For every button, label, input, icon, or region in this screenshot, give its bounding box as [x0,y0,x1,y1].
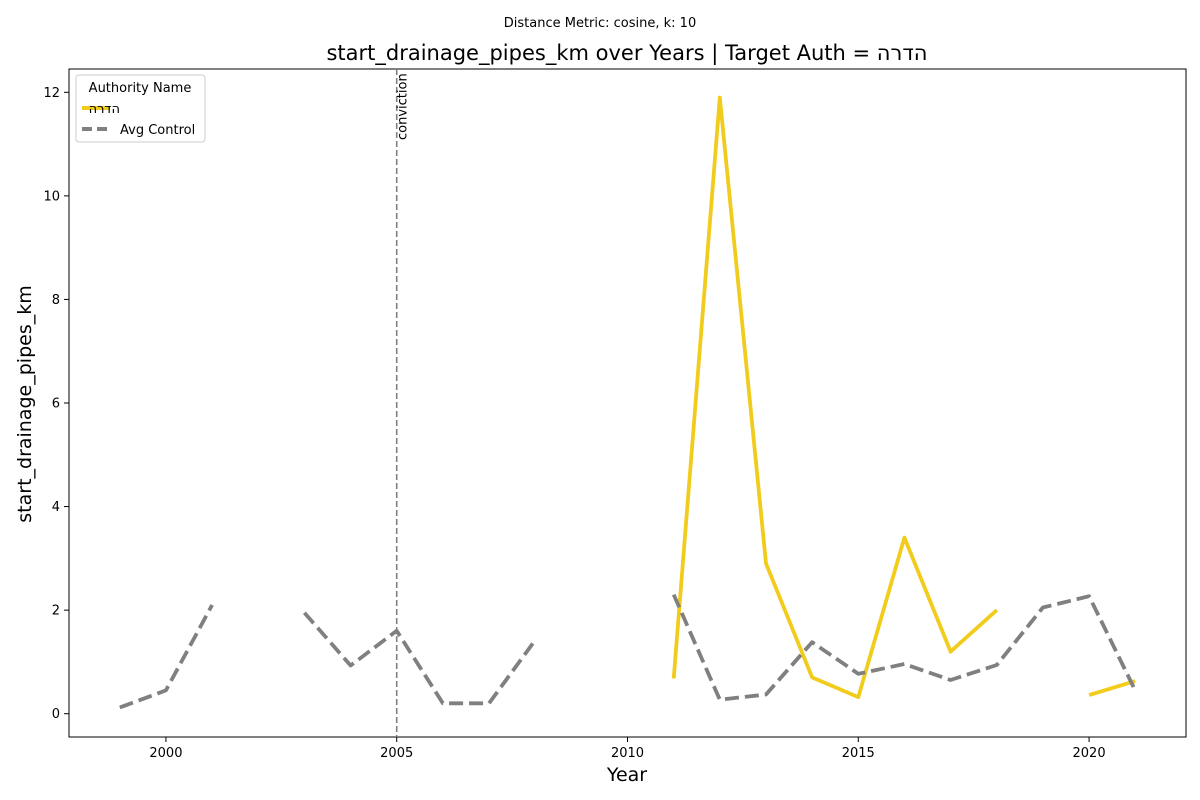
x-tick-label: 2020 [1073,746,1106,761]
y-tick-label: 10 [43,189,60,204]
plot-area: conviction [68,68,1187,738]
y-tick-label: 2 [52,604,60,619]
y-tick-label: 8 [52,293,60,308]
series-line-1 [302,611,537,706]
series-line-0 [671,95,999,699]
legend-box [75,74,206,143]
series-line-1 [119,604,214,710]
y-tick-label: 12 [43,86,60,101]
y-tick-label: 0 [52,707,60,722]
x-tick-label: 2010 [611,746,644,761]
annotation-label: conviction [396,73,411,140]
legend: Authority Name הדרה Avg Control [75,74,206,143]
x-tick-label: 2000 [149,746,182,761]
legend-entry-target: הדרה [89,102,120,117]
y-tick-label: 4 [52,500,60,515]
legend-title: Authority Name [89,81,192,96]
x-axis: 2000 2005 2010 2015 2020 [149,737,1106,761]
legend-entry-control: Avg Control [120,123,195,138]
x-axis-label: Year [606,764,647,786]
series-line-0 [1088,679,1136,697]
chart-title: start_drainage_pipes_km over Years | Tar… [326,41,927,66]
y-tick-label: 6 [52,397,60,412]
x-tick-label: 2005 [380,746,413,761]
y-axis-label: start_drainage_pipes_km [14,285,36,522]
chart-suptitle: Distance Metric: cosine, k: 10 [504,16,696,31]
series-line-1 [671,593,1137,702]
x-tick-label: 2015 [842,746,875,761]
y-axis: 0 2 4 6 8 10 12 [43,86,69,722]
